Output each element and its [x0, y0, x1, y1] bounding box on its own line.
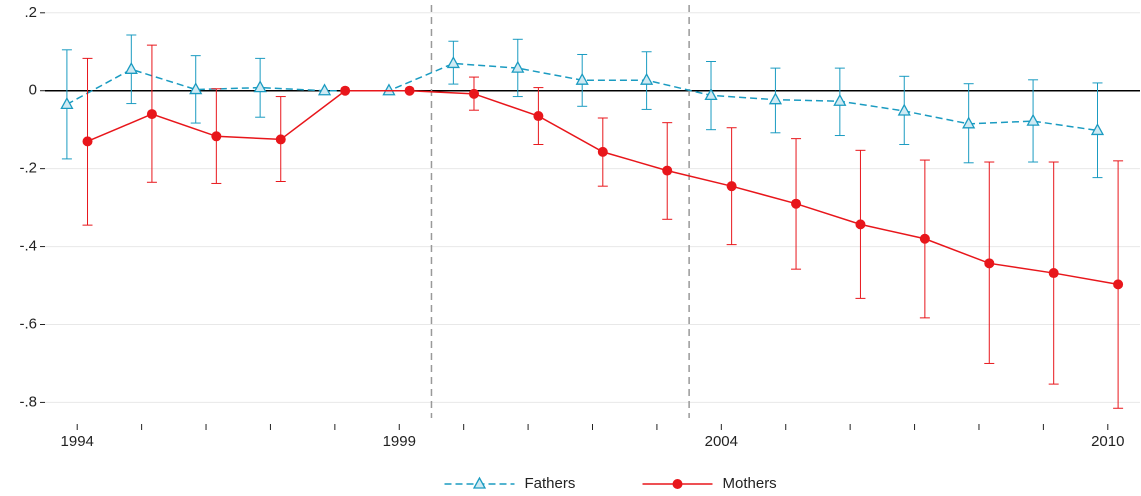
marker: [211, 131, 222, 142]
marker: [919, 233, 930, 244]
marker: [662, 165, 673, 176]
legend-item: Mothers: [642, 475, 777, 492]
marker: [768, 92, 783, 105]
marker: [124, 61, 138, 74]
legend-item: Fathers: [444, 475, 576, 492]
marker: [597, 146, 608, 157]
y-tick-label: -.8: [19, 393, 37, 410]
x-tick-label: 2010: [1091, 433, 1124, 450]
y-tick-label: -.6: [19, 315, 37, 332]
marker: [317, 83, 332, 96]
marker: [1048, 268, 1059, 279]
x-tick-label: 1994: [61, 433, 94, 450]
marker: [382, 83, 396, 96]
marker: [575, 72, 589, 85]
y-tick-label: .2: [24, 4, 37, 21]
legend-label: Mothers: [723, 475, 777, 492]
marker: [146, 109, 157, 120]
marker: [1113, 279, 1124, 290]
marker: [962, 116, 976, 129]
y-tick-label: -.4: [19, 238, 37, 255]
legend-marker: [472, 476, 487, 489]
marker: [704, 88, 718, 101]
marker: [189, 82, 203, 95]
marker: [833, 93, 847, 106]
marker: [60, 97, 74, 110]
legend-label: Fathers: [525, 475, 576, 492]
x-tick-label: 2004: [705, 433, 738, 450]
legend-marker: [672, 479, 683, 489]
marker: [275, 134, 286, 145]
marker: [340, 85, 351, 96]
marker: [404, 85, 415, 96]
marker: [640, 72, 654, 85]
marker: [791, 198, 802, 209]
marker: [984, 258, 995, 269]
marker: [897, 103, 911, 116]
marker: [446, 56, 460, 69]
y-tick-label: 0: [29, 82, 37, 99]
marker: [855, 219, 866, 230]
marker: [726, 181, 737, 192]
x-tick-label: 1999: [383, 433, 416, 450]
marker: [533, 111, 544, 122]
marker: [468, 88, 479, 99]
marker: [1026, 113, 1040, 126]
marker: [253, 80, 267, 93]
marker: [82, 136, 93, 147]
marker: [1090, 123, 1105, 136]
y-tick-label: -.2: [19, 160, 37, 177]
marker: [511, 60, 525, 73]
